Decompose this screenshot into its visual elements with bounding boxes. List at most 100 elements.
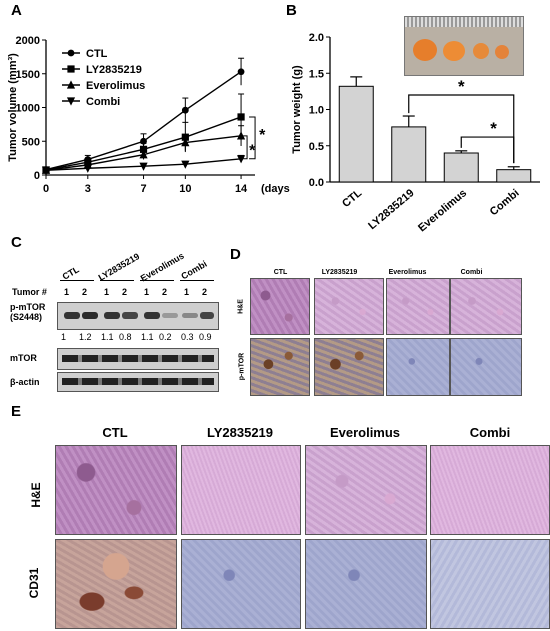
legend-label: Everolimus — [86, 80, 145, 92]
significance-star: * — [490, 119, 497, 138]
data-point — [67, 65, 75, 73]
p-mtor-site-label: (S2448) — [10, 312, 43, 322]
y-tick-label: 500 — [22, 136, 40, 148]
band-quantification: 0.3 — [181, 332, 194, 342]
panel-label-b: B — [286, 2, 297, 19]
data-point — [181, 106, 189, 114]
e-he-ctl — [55, 445, 177, 535]
e-cd31-evero — [305, 539, 427, 629]
e-he-ly — [181, 445, 301, 535]
p-mtor-blot — [57, 302, 219, 330]
y-tick-label: 1.0 — [309, 105, 324, 117]
panel-d-col-evero: Everolimus — [388, 269, 427, 276]
significance-star: * — [458, 77, 465, 96]
panel-e-col-evero: Everolimus — [329, 425, 401, 440]
panel-d-col-ctl: CTL — [273, 269, 288, 276]
data-point — [139, 162, 148, 171]
x-tick-label: 7 — [140, 183, 146, 195]
panel-d-col-ly: LY2835219 — [321, 269, 358, 276]
category-label: Combi — [488, 187, 522, 218]
category-label: Everolimus — [416, 187, 469, 234]
y-tick-label: 1500 — [16, 69, 40, 81]
p-mtor-label: p-mTOR — [10, 302, 46, 312]
significance-bracket — [243, 135, 248, 160]
data-point — [66, 97, 76, 106]
tumor-volume-line-chart: 0 500 1000 1500 2000 0 3 7 10 14 (days) Tumor volum… — [7, 35, 290, 195]
category-label: LY2835219 — [366, 187, 417, 232]
tumor-photo — [404, 16, 524, 76]
bar — [443, 152, 479, 183]
e-cd31-combi — [430, 539, 550, 629]
band-quantification: 0.2 — [159, 332, 172, 342]
y-axis-label: Tumor volume (mm³) — [7, 53, 19, 162]
beta-actin-blot — [57, 372, 219, 392]
data-point — [237, 113, 245, 121]
category-label: CTL — [340, 187, 364, 210]
d-he-ly — [314, 278, 384, 335]
tumor-number-label: Tumor # — [12, 287, 47, 297]
beta-actin-label: β-actin — [10, 377, 40, 387]
d-he-ctl — [250, 278, 310, 335]
band-quantification: 0.8 — [119, 332, 132, 342]
blot-group-label: LY2835219 — [96, 251, 142, 283]
tumor-number: 2 — [122, 287, 128, 297]
data-point — [181, 138, 190, 147]
d-he-combi — [450, 278, 522, 335]
panel-e-row-cd31: CD31 — [27, 567, 41, 599]
data-point — [66, 80, 76, 89]
y-tick-label: 2.0 — [309, 32, 324, 44]
data-point — [67, 49, 75, 57]
legend-label: Combi — [86, 96, 120, 108]
tumor-number: 2 — [202, 287, 208, 297]
mtor-label: mTOR — [10, 353, 37, 363]
e-cd31-ly — [181, 539, 301, 629]
y-tick-label: 0 — [34, 170, 40, 182]
legend-label: LY2835219 — [86, 64, 142, 76]
significance-star: * — [249, 142, 256, 159]
y-tick-label: 2000 — [16, 35, 40, 47]
band-quantification: 0.9 — [199, 332, 212, 342]
x-tick-label: 14 — [235, 183, 248, 195]
data-point — [83, 164, 92, 173]
tumor-number: 1 — [104, 287, 110, 297]
tumor-number: 1 — [64, 287, 70, 297]
data-point — [236, 155, 246, 164]
data-point — [139, 145, 148, 153]
band-quantification: 1 — [61, 332, 67, 342]
data-point — [236, 131, 246, 140]
d-pmtor-ctl — [250, 338, 310, 396]
d-pmtor-ly — [314, 338, 384, 396]
data-point — [237, 68, 245, 76]
significance-bracket — [408, 94, 515, 164]
significance-bracket — [249, 116, 256, 160]
tumor-number: 2 — [162, 287, 168, 297]
e-cd31-ctl — [55, 539, 177, 629]
e-he-evero — [305, 445, 427, 535]
panel-label-d: D — [230, 246, 241, 263]
panel-d-row-pmtor: p-mTOR — [238, 352, 246, 381]
panel-e-row-he: H&E — [29, 482, 43, 508]
panel-label-a: A — [11, 2, 22, 19]
significance-bracket — [460, 136, 515, 164]
panel-label-c: C — [11, 234, 22, 251]
bar — [496, 169, 532, 183]
data-point — [41, 166, 51, 175]
significance-star: * — [259, 127, 266, 144]
legend-label: CTL — [86, 48, 108, 60]
y-tick-label: 1.5 — [309, 68, 324, 80]
panel-e-col-combi: Combi — [469, 425, 511, 440]
band-quantification: 1.1 — [101, 332, 114, 342]
y-tick-label: 0.0 — [309, 177, 324, 189]
bar — [391, 126, 427, 183]
mtor-blot — [57, 348, 219, 370]
band-quantification: 1.1 — [141, 332, 154, 342]
panel-e-col-ly: LY2835219 — [206, 425, 274, 440]
panel-label-e: E — [11, 403, 22, 420]
western-blot-panel: CTL LY2835219 Everolimus Combi Tumor # 1… — [0, 240, 225, 400]
x-tick-label: 3 — [85, 183, 91, 195]
y-axis-label: Tumor weight (g) — [291, 65, 303, 154]
x-tick-label: 0 — [43, 183, 49, 195]
d-pmtor-combi — [450, 338, 522, 396]
tumor-weight-bar-chart: 0.0 0.5 1.0 1.5 2.0 Tumor weight (g) CTL LY2835… — [291, 32, 540, 234]
panel-d-col-combi: Combi — [460, 269, 483, 276]
